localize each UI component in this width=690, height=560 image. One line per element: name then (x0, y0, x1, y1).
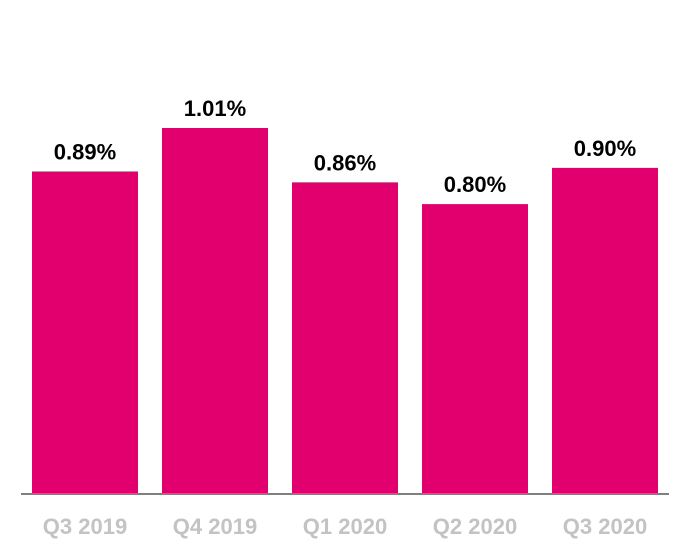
bar-q1-2020 (292, 182, 398, 494)
bar-q2-2020 (422, 204, 528, 495)
bars-group (32, 128, 658, 495)
tick-label-q3-2019: Q3 2019 (43, 514, 127, 539)
tick-label-q3-2020: Q3 2020 (563, 514, 647, 539)
data-label-q3-2020: 0.90% (574, 136, 636, 161)
bar-q4-2019 (162, 128, 268, 494)
tick-label-q1-2020: Q1 2020 (303, 514, 387, 539)
tick-label-q4-2019: Q4 2019 (173, 514, 257, 539)
tick-labels-group: Q3 2019 Q4 2019 Q1 2020 Q2 2020 Q3 2020 (43, 514, 647, 539)
data-label-q2-2020: 0.80% (444, 172, 506, 197)
tick-label-q2-2020: Q2 2020 (433, 514, 517, 539)
bar-q3-2019 (32, 171, 138, 494)
data-label-q4-2019: 1.01% (184, 96, 246, 121)
data-label-q3-2019: 0.89% (54, 139, 116, 164)
bar-q3-2020 (552, 167, 658, 494)
data-label-q1-2020: 0.86% (314, 150, 376, 175)
data-labels-group: 0.89% 1.01% 0.86% 0.80% 0.90% (54, 96, 636, 197)
